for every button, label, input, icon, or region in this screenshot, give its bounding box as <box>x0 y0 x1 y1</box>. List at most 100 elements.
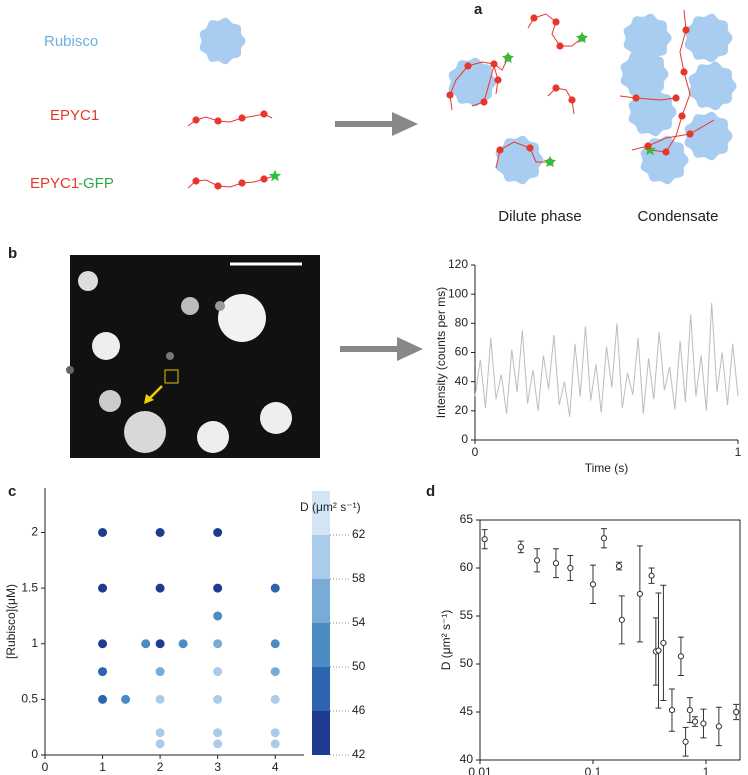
x-axis-label: Time (s) <box>585 461 629 475</box>
epyc1-dot <box>552 84 560 92</box>
epyc1-dot <box>214 117 222 125</box>
epyc1-dot <box>556 42 564 50</box>
axes <box>44 488 304 756</box>
colorbar-band <box>312 711 330 755</box>
point <box>213 611 223 621</box>
dilute-label: Dilute phase <box>498 208 581 225</box>
epyc1-dot <box>644 142 652 150</box>
colorbar-tick-label: 42 <box>352 747 366 761</box>
x-tick-label: 3 <box>214 760 221 774</box>
colorbar-band <box>312 491 330 535</box>
condensate-label: Condensate <box>638 208 719 225</box>
epyc1-dot <box>214 182 222 190</box>
epyc1-dot <box>238 114 246 122</box>
point <box>213 667 223 677</box>
point <box>155 667 165 677</box>
point <box>648 572 655 579</box>
point <box>686 706 693 714</box>
point <box>567 564 574 572</box>
point <box>98 667 108 677</box>
rubisco <box>684 13 733 63</box>
point <box>481 536 488 543</box>
epyc1-dot <box>192 116 200 124</box>
rubisco <box>495 135 544 185</box>
point <box>552 560 560 567</box>
point <box>589 581 597 588</box>
point <box>213 583 223 593</box>
y-tick-label: 2 <box>31 525 38 539</box>
y-tick-label: 1.5 <box>21 580 38 594</box>
colorbar-tick-label: 54 <box>352 615 366 629</box>
y-tick-label: 55 <box>460 608 474 622</box>
epyc1-dot <box>552 18 560 26</box>
y-tick-label: 0.5 <box>21 692 38 706</box>
y-axis-label: D (μm² s⁻¹) <box>439 610 453 671</box>
point <box>733 708 740 716</box>
epyc1-dot <box>662 148 670 156</box>
epyc1-dot <box>568 96 576 104</box>
x-tick-label: 0 <box>42 760 49 774</box>
point <box>270 728 280 738</box>
epyc1-dot <box>496 146 504 154</box>
point <box>213 694 223 704</box>
epyc1-dot <box>238 179 246 187</box>
point <box>155 728 165 738</box>
colorbar-tick-label: 58 <box>352 571 366 585</box>
gfp-star <box>501 51 515 64</box>
epyc1-dot <box>446 91 454 99</box>
point <box>660 639 667 646</box>
gfp-star <box>543 155 557 168</box>
epyc1-dot <box>494 76 502 84</box>
epyc1-dot <box>192 177 200 185</box>
point <box>155 583 165 593</box>
point <box>213 728 223 738</box>
trace <box>474 302 739 417</box>
y-tick-label: 0 <box>31 747 38 761</box>
epyc1-gfp-label: EPYC1 <box>30 175 79 192</box>
epyc1-chain <box>631 119 715 151</box>
point <box>618 616 625 623</box>
diagram <box>187 9 737 190</box>
point <box>141 639 151 649</box>
rubisco-label: Rubisco <box>44 33 98 50</box>
panel-label: d <box>426 483 435 500</box>
epyc1-dot <box>490 60 498 68</box>
y-tick-label: 60 <box>455 345 469 359</box>
rubisco <box>684 111 733 161</box>
rubisco <box>620 49 669 99</box>
y-tick-label: 45 <box>460 704 474 718</box>
point <box>270 639 280 649</box>
rubisco <box>688 61 737 111</box>
y-tick-label: 1 <box>31 636 38 650</box>
x-tick-label: 0.01 <box>468 765 492 775</box>
point <box>155 639 165 649</box>
rubisco <box>623 13 672 63</box>
x-tick-label: 0.1 <box>585 765 602 775</box>
y-tick-label: 65 <box>460 512 474 526</box>
colorbar-tick-label: 50 <box>352 659 366 673</box>
colorbar-band <box>312 535 330 579</box>
colorbar-band <box>312 579 330 623</box>
point <box>270 667 280 677</box>
panel-label: c <box>8 483 16 500</box>
epyc1-dot <box>530 14 538 22</box>
point <box>668 706 676 714</box>
epyc1-chain <box>471 64 499 107</box>
point <box>98 639 108 649</box>
point <box>178 639 188 649</box>
colorbar-title: D (μm² s⁻¹) <box>300 500 361 514</box>
y-axis-label: [Rubisco](μM) <box>4 584 18 659</box>
colorbar-band <box>312 667 330 711</box>
point <box>715 723 722 730</box>
x-tick-label: 2 <box>157 760 164 774</box>
rubisco <box>448 57 497 107</box>
panel-label: b <box>8 245 17 262</box>
arrows <box>335 112 423 361</box>
point <box>517 543 524 550</box>
y-axis-label: Intensity (counts per ms) <box>434 287 448 418</box>
x-tick-label: 1 <box>735 445 742 459</box>
point <box>655 647 662 654</box>
epyc1-dot <box>260 110 268 118</box>
point <box>270 739 280 749</box>
